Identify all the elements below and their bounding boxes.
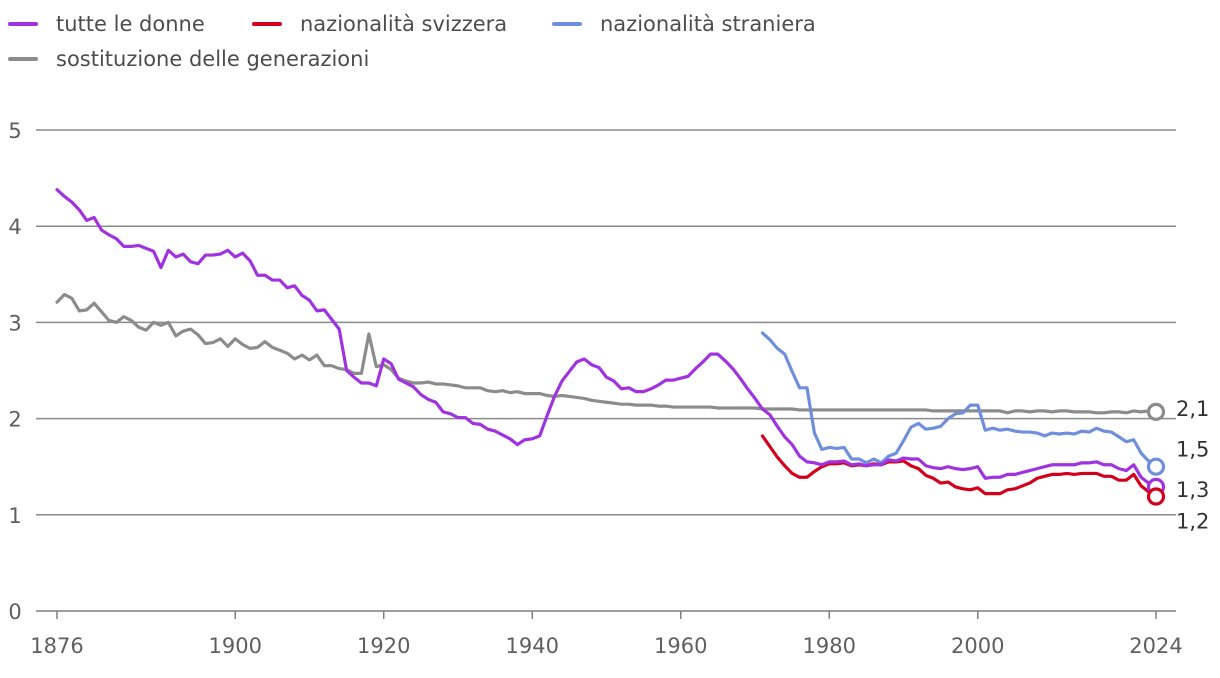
end-label-tutte: 1,3 [1176,478,1209,502]
end-label-straniera: 1,5 [1176,438,1209,462]
series-line-svizzera [760,434,1158,499]
x-tick-label: 2000 [951,634,1004,658]
y-tick-label: 5 [8,119,21,143]
axis-layer: 1876 1900 1920 1940 1960 1980 2000 2024 [30,610,1183,658]
y-tick-label: 2 [8,408,21,432]
legend-label-straniera: nazionalità straniera [600,12,816,36]
end-marker-straniera [1146,457,1166,476]
x-tick-label: 1876 [30,634,83,658]
legend-label-tutte: tutte le donne [56,12,205,36]
legend-item-sostituzione: sostituzione delle generazioni [8,47,369,71]
legend-item-svizzera: nazionalità svizzera [252,12,507,36]
legend-swatch-tutte [8,22,38,26]
series-line-sostituzione [55,292,1158,415]
series-line-tutte [55,188,1158,489]
end-marker-sostituzione [1146,402,1166,421]
x-tick-label: 2024 [1129,634,1182,658]
legend-label-sostituzione: sostituzione delle generazioni [56,47,370,71]
end-marker-svizzera [1146,487,1166,506]
legend-label-svizzera: nazionalità svizzera [300,12,508,36]
x-tick-label: 1980 [803,634,856,658]
x-tick-label: 1960 [654,634,707,658]
legend-swatch-svizzera [252,22,282,26]
x-tick-label: 1920 [357,634,410,658]
end-label-sostituzione: 2,1 [1176,397,1209,421]
end-label-svizzera: 1,2 [1176,510,1209,534]
end-marker-layer: 2,1 1,5 1,3 1,2 [1146,397,1209,534]
y-tick-label: 3 [8,311,21,335]
y-tick-label: 4 [8,215,21,239]
x-tick-label: 1900 [208,634,261,658]
series-line-straniera [760,331,1158,469]
series-layer [55,188,1158,499]
y-tick-label: 1 [8,504,21,528]
grid-layer: 0 1 2 3 4 5 [8,119,1176,624]
legend-item-straniera: nazionalità straniera [552,12,816,36]
legend-swatch-sostituzione [8,57,38,61]
legend-swatch-straniera [552,22,582,26]
legend-item-tutte: tutte le donne [8,12,205,36]
x-tick-label: 1940 [506,634,559,658]
y-tick-label: 0 [8,600,21,624]
